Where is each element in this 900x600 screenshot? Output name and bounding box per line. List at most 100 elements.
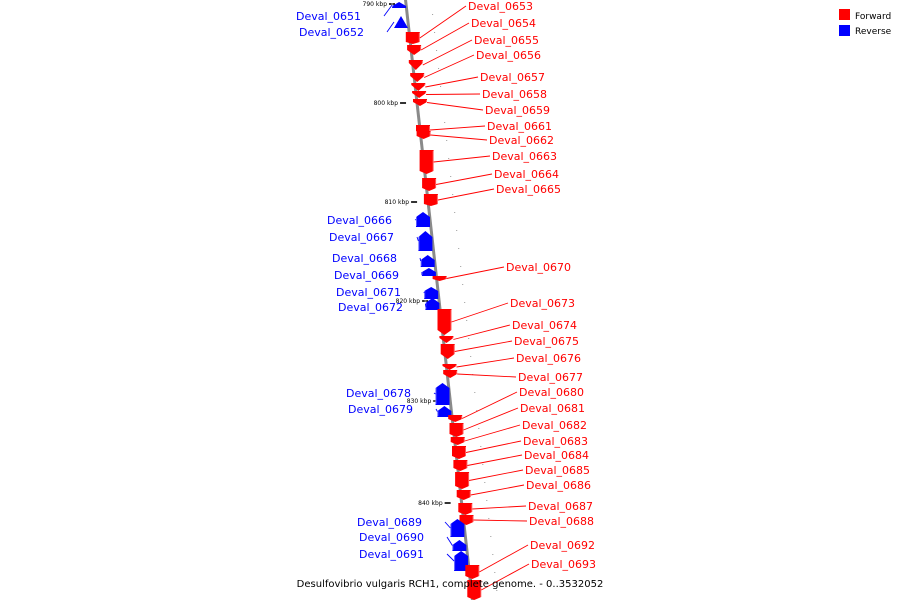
gene-label-deval-0658[interactable]: Deval_0658 xyxy=(482,88,547,101)
dot-marker xyxy=(440,86,442,87)
gene-label-deval-0677[interactable]: Deval_0677 xyxy=(518,371,583,384)
gene-deval-0662[interactable] xyxy=(416,131,431,139)
gene-label-deval-0667[interactable]: Deval_0667 xyxy=(329,231,394,244)
gene-deval-0659[interactable] xyxy=(413,99,427,106)
gene-deval-0658[interactable] xyxy=(412,91,427,98)
gene-label-deval-0682[interactable]: Deval_0682 xyxy=(522,419,587,432)
gene-deval-0674[interactable] xyxy=(439,336,454,343)
gene-label-deval-0670[interactable]: Deval_0670 xyxy=(506,261,571,274)
gene-deval-0681[interactable] xyxy=(449,423,464,437)
gene-deval-0689[interactable] xyxy=(450,519,465,537)
gene-label-deval-0684[interactable]: Deval_0684 xyxy=(524,449,589,462)
gene-label-deval-0678[interactable]: Deval_0678 xyxy=(346,387,411,400)
gene-deval-0653[interactable] xyxy=(405,32,420,44)
gene-label-deval-0656[interactable]: Deval_0656 xyxy=(476,49,541,62)
gene-label-deval-0676[interactable]: Deval_0676 xyxy=(516,352,581,365)
gene-deval-0652[interactable] xyxy=(394,16,408,28)
gene-label-deval-0686[interactable]: Deval_0686 xyxy=(526,479,591,492)
gene-connector xyxy=(414,219,417,221)
gene-label-deval-0683[interactable]: Deval_0683 xyxy=(523,435,588,448)
gene-deval-0657[interactable] xyxy=(411,83,426,91)
gene-deval-0685[interactable] xyxy=(455,472,470,489)
gene-label-deval-0671[interactable]: Deval_0671 xyxy=(336,286,401,299)
gene-label-deval-0661[interactable]: Deval_0661 xyxy=(487,120,552,133)
gene-label-deval-0685[interactable]: Deval_0685 xyxy=(525,464,590,477)
gene-deval-0678[interactable] xyxy=(435,383,450,405)
dot-marker xyxy=(456,230,458,231)
gene-deval-0672[interactable] xyxy=(425,298,440,310)
gene-deval-0687[interactable] xyxy=(458,503,473,515)
gene-label-deval-0688[interactable]: Deval_0688 xyxy=(529,515,594,528)
map-caption: Desulfovibrio vulgaris RCH1, complete ge… xyxy=(297,579,604,590)
gene-deval-0671[interactable] xyxy=(424,287,439,299)
gene-label-deval-0692[interactable]: Deval_0692 xyxy=(530,539,595,552)
gene-label-deval-0659[interactable]: Deval_0659 xyxy=(485,104,550,117)
gene-deval-0683[interactable] xyxy=(452,446,466,459)
gene-label-deval-0689[interactable]: Deval_0689 xyxy=(357,516,422,529)
gene-deval-0676[interactable] xyxy=(442,364,457,370)
dot-marker xyxy=(450,176,452,177)
gene-deval-0667[interactable] xyxy=(418,231,433,251)
gene-connector xyxy=(472,505,527,510)
gene-deval-0668[interactable] xyxy=(420,255,435,267)
gene-deval-0673[interactable] xyxy=(437,309,452,335)
gene-deval-0666[interactable] xyxy=(416,212,430,227)
gene-label-deval-0653[interactable]: Deval_0653 xyxy=(468,0,533,13)
dot-marker xyxy=(476,410,478,411)
gene-label-deval-0668[interactable]: Deval_0668 xyxy=(332,252,397,265)
gene-label-deval-0680[interactable]: Deval_0680 xyxy=(519,386,584,399)
gene-labels: Deval_0651 Deval_0652 Deval_0653 Deval_0654… xyxy=(296,0,596,591)
gene-deval-0684[interactable] xyxy=(453,460,468,471)
gene-label-deval-0651[interactable]: Deval_0651 xyxy=(296,10,361,23)
gene-label-deval-0666[interactable]: Deval_0666 xyxy=(327,214,392,227)
gene-deval-0682[interactable] xyxy=(450,437,465,445)
gene-deval-0675[interactable] xyxy=(440,344,455,359)
gene-deval-0651[interactable] xyxy=(392,2,407,8)
gene-label-deval-0681[interactable]: Deval_0681 xyxy=(520,402,585,415)
gene-label-deval-0672[interactable]: Deval_0672 xyxy=(338,301,403,314)
gene-label-deval-0693[interactable]: Deval_0693 xyxy=(531,558,596,571)
gene-label-deval-0664[interactable]: Deval_0664 xyxy=(494,168,559,181)
gene-deval-0688[interactable] xyxy=(459,515,474,525)
gene-deval-0691[interactable] xyxy=(454,551,469,571)
gene-deval-0679[interactable] xyxy=(437,406,452,417)
gene-deval-0680[interactable] xyxy=(448,415,463,422)
gene-label-deval-0687[interactable]: Deval_0687 xyxy=(528,500,593,513)
gene-deval-0665[interactable] xyxy=(423,194,438,206)
gene-label-deval-0663[interactable]: Deval_0663 xyxy=(492,150,557,163)
gene-deval-0686[interactable] xyxy=(456,490,471,500)
gene-deval-0693[interactable] xyxy=(467,580,482,600)
gene-label-deval-0673[interactable]: Deval_0673 xyxy=(510,297,575,310)
gene-deval-0677[interactable] xyxy=(443,370,458,378)
gene-connector xyxy=(433,155,491,163)
gene-label-deval-0690[interactable]: Deval_0690 xyxy=(359,531,424,544)
gene-label-deval-0652[interactable]: Deval_0652 xyxy=(299,26,364,39)
gene-deval-0664[interactable] xyxy=(422,178,437,191)
gene-deval-0669[interactable] xyxy=(421,268,436,276)
dot-marker xyxy=(432,14,434,15)
gene-label-deval-0679[interactable]: Deval_0679 xyxy=(348,403,413,416)
gene-label-deval-0675[interactable]: Deval_0675 xyxy=(514,335,579,348)
gene-label-deval-0691[interactable]: Deval_0691 xyxy=(359,548,424,561)
gene-connector xyxy=(446,536,453,546)
kbp-ticks: 790 kbp 800 kbp 810 kbp 820 kbp 830 kbp 840 k… xyxy=(363,1,451,507)
gene-connector xyxy=(426,93,481,95)
gene-label-deval-0674[interactable]: Deval_0674 xyxy=(512,319,577,332)
gene-connector xyxy=(429,125,486,131)
dot-marker xyxy=(434,32,436,33)
gene-connector xyxy=(430,134,488,141)
gene-label-deval-0669[interactable]: Deval_0669 xyxy=(334,269,399,282)
gene-label-deval-0654[interactable]: Deval_0654 xyxy=(471,17,536,30)
gene-deval-0654[interactable] xyxy=(407,45,422,55)
gene-deval-0655[interactable] xyxy=(408,60,423,70)
gene-label-deval-0657[interactable]: Deval_0657 xyxy=(480,71,545,84)
gene-label-deval-0662[interactable]: Deval_0662 xyxy=(489,134,554,147)
gene-label-deval-0655[interactable]: Deval_0655 xyxy=(474,34,539,47)
gene-label-deval-0665[interactable]: Deval_0665 xyxy=(496,183,561,196)
gene-deval-0663[interactable] xyxy=(419,150,434,174)
gene-deval-0670[interactable] xyxy=(432,276,447,281)
gene-deval-0656[interactable] xyxy=(410,73,425,82)
gene-deval-0690[interactable] xyxy=(452,540,467,551)
gene-deval-0692[interactable] xyxy=(465,565,480,579)
legend-forward-label: Forward xyxy=(855,12,891,22)
